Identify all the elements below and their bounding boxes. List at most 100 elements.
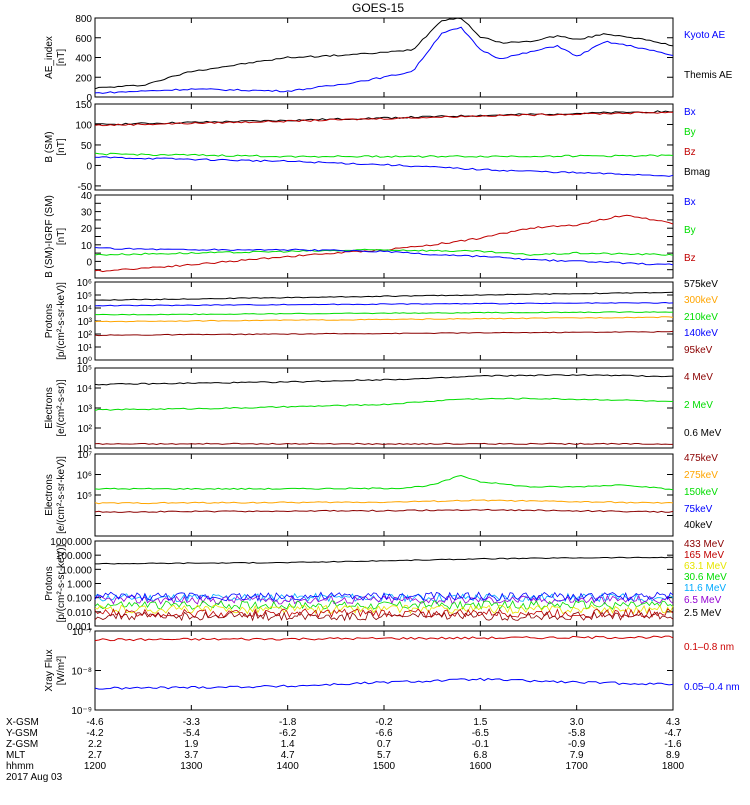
legend-entry: 30.6 MeV (684, 572, 727, 583)
x-axis-value: -5.4 (183, 728, 201, 739)
x-axis-row-label: hhmm (6, 761, 34, 772)
series-line (94, 442, 673, 446)
noise-band (94, 592, 674, 603)
legend-entry: 433 MeV (684, 539, 724, 550)
legend-entry: 6.5 MeV (684, 595, 722, 606)
legend-entry: 40keV (684, 520, 713, 531)
y-tick-label: 10¹ (78, 444, 93, 455)
y-tick-label: 10² (78, 330, 93, 341)
y-axis-label: [nT] (56, 49, 67, 66)
x-axis-value: -5.8 (568, 728, 586, 739)
y-tick-label: 30 (81, 208, 93, 219)
y-tick-label: 40 (81, 191, 93, 202)
x-axis-value: 1700 (566, 761, 589, 772)
y-tick-label: 100 (75, 120, 92, 131)
series-line (94, 152, 674, 158)
noise-band (94, 591, 674, 602)
series-line (94, 499, 674, 505)
series-line (94, 26, 674, 94)
y-tick-label: 10⁻⁷ (72, 627, 92, 638)
legend-entry: 75keV (684, 504, 713, 515)
y-axis-label: AE_index (44, 36, 55, 79)
legend-entry: Kyoto AE (684, 30, 725, 41)
chart-title: GOES-15 (352, 1, 404, 15)
legend-entry: 475keV (684, 453, 718, 464)
x-axis-value: 8.9 (666, 750, 680, 761)
x-axis-value: 1200 (84, 761, 107, 772)
y-tick-label: 10⁷ (77, 450, 92, 461)
x-axis-value: 4.3 (666, 717, 680, 728)
series-line (94, 17, 674, 90)
panel-frame (94, 453, 674, 537)
y-axis-label: [W/m²] (56, 656, 67, 686)
x-axis-value: 2.7 (88, 750, 102, 761)
y-tick-label: 10⁻⁹ (71, 706, 92, 717)
series-line (94, 247, 674, 266)
y-tick-label: 0 (86, 93, 92, 104)
y-axis-label: [e/(cm²-s-sr-keV)] (56, 456, 67, 534)
y-axis-label: [p/(cm²-s-sr-keV)] (56, 282, 67, 360)
x-axis-value: 1.5 (473, 717, 487, 728)
y-tick-label: 150 (75, 100, 92, 111)
legend-entry: 0.1–0.8 nm (684, 642, 734, 653)
y-axis-label: Protons (44, 566, 55, 600)
panel-frame (94, 17, 674, 98)
series-line (94, 397, 674, 411)
x-axis-value: 6.8 (473, 750, 487, 761)
series-line (94, 291, 674, 301)
y-tick-label: 100.000 (56, 551, 93, 562)
y-tick-label: 10⁶ (77, 278, 92, 289)
y-axis-label: [e/(cm²-s-sr)] (56, 379, 67, 436)
series-line (94, 474, 674, 491)
series-line (94, 374, 674, 386)
y-tick-label: 400 (75, 54, 92, 65)
legend-entry: 210keV (684, 312, 718, 323)
x-axis-value: -4.6 (86, 717, 104, 728)
legend-entry: 2 MeV (684, 400, 713, 411)
noise-band (94, 600, 674, 610)
y-tick-label: 0.010 (67, 608, 92, 619)
noise-band (94, 604, 674, 615)
y-tick-label: 10⁴ (77, 304, 92, 315)
x-axis-value: 1800 (662, 761, 685, 772)
series-line (94, 248, 674, 256)
x-axis-value: -0.9 (568, 739, 586, 750)
y-tick-label: 1000.000 (50, 537, 92, 548)
legend-entry: Bz (684, 147, 696, 158)
y-axis-label: [p/(cm²-s-sr-keV)] (56, 544, 67, 622)
y-tick-label: -50 (78, 182, 93, 193)
series-line (95, 311, 674, 316)
x-axis-value: 5.7 (377, 750, 391, 761)
y-tick-label: 0.100 (67, 594, 92, 605)
series-line (94, 214, 674, 273)
legend-entry: 140keV (684, 328, 718, 339)
x-axis-value: 1600 (469, 761, 492, 772)
legend-entry: By (684, 127, 696, 138)
y-axis-label: [nT] (56, 228, 67, 245)
legend-entry: 0.05–0.4 nm (684, 682, 740, 693)
series-line (95, 556, 674, 565)
x-axis-value: 2.2 (88, 739, 102, 750)
x-axis-value: 1400 (277, 761, 300, 772)
legend-entry: 11.6 MeV (684, 583, 726, 594)
y-tick-label: 1.000 (67, 580, 92, 591)
x-axis-value: -6.6 (375, 728, 393, 739)
x-axis-value: 7.9 (570, 750, 584, 761)
x-axis-value: 1500 (373, 761, 396, 772)
legend-entry: Bz (684, 253, 696, 264)
y-tick-label: 10⁵ (77, 291, 92, 302)
series-line (95, 110, 674, 126)
legend-entry: 300keV (684, 295, 718, 306)
y-tick-label: 200 (75, 73, 92, 84)
x-axis-row-label: Y-GSM (6, 728, 38, 739)
y-tick-label: 10⁶ (77, 471, 92, 482)
series-line (94, 316, 674, 323)
legend-entry: 575keV (684, 279, 718, 290)
y-tick-label: 10⁰ (77, 356, 92, 367)
legend-entry: 0.6 MeV (684, 428, 722, 439)
y-tick-label: 10³ (78, 317, 93, 328)
x-axis-value: -3.3 (183, 717, 201, 728)
y-tick-label: 10 (81, 241, 93, 252)
